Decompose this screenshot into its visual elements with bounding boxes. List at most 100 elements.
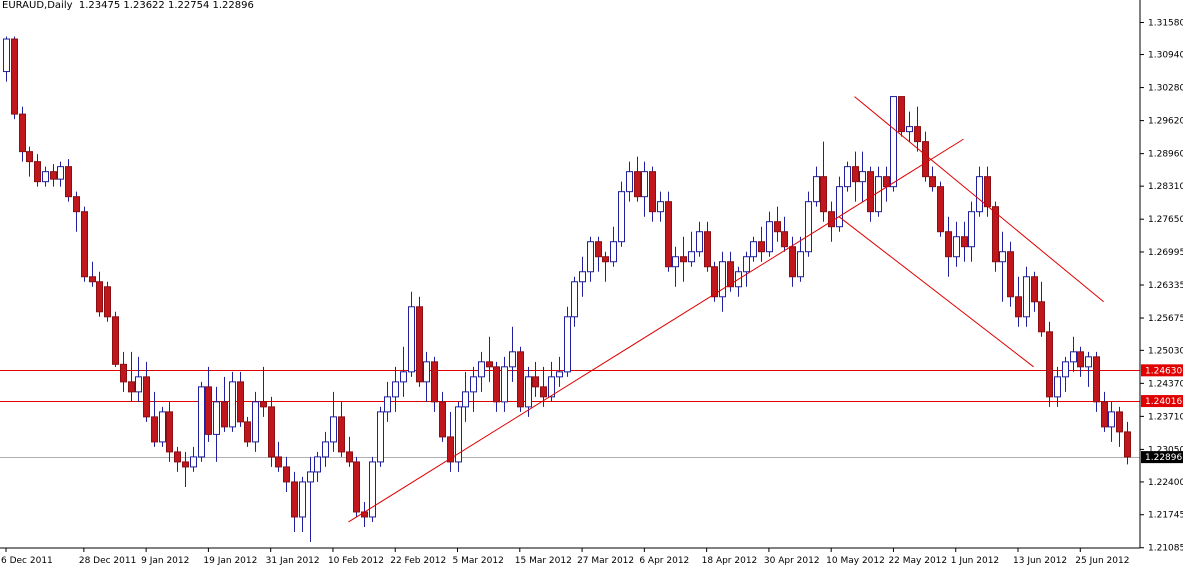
candle [431, 356, 438, 412]
bull-candle-body [455, 406, 462, 463]
candle [883, 166, 890, 202]
candle [1023, 266, 1030, 327]
candle [128, 351, 135, 402]
candle [252, 391, 259, 452]
bear-candle-body [128, 381, 135, 393]
bull-candle-body [587, 241, 594, 273]
bull-candle-body [999, 251, 1006, 263]
candle [1070, 336, 1077, 372]
bear-candle-body [758, 241, 765, 253]
candle [11, 36, 18, 120]
bear-candle-body [727, 261, 734, 288]
candle [914, 106, 921, 152]
bear-candle-body [81, 211, 88, 278]
bull-candle-body [423, 361, 430, 383]
bear-candle-body [237, 381, 244, 423]
bear-candle-body [914, 126, 921, 143]
candle [486, 336, 493, 382]
candle [237, 371, 244, 427]
bull-candle-body [564, 316, 571, 373]
bull-candle-body [836, 186, 843, 228]
level-price-label: 1.24016 [1145, 397, 1182, 407]
bull-candle-body [797, 251, 804, 278]
candle [104, 281, 111, 322]
bear-candle-body [1015, 296, 1022, 318]
candle [330, 391, 337, 452]
candle [813, 166, 820, 207]
bull-candle-body [696, 231, 703, 253]
candle [291, 471, 298, 532]
candle [1007, 241, 1014, 307]
time-tick-label: 19 Jan 2012 [203, 556, 257, 566]
candle [688, 231, 695, 267]
bull-candle-body [1108, 411, 1115, 428]
candle [190, 446, 197, 472]
candle [112, 311, 119, 367]
candle [346, 436, 353, 467]
time-tick-label: 18 Apr 2012 [702, 556, 758, 566]
candle [275, 441, 282, 472]
bear-candle-body [929, 176, 936, 188]
bear-candle-body [104, 286, 111, 318]
candle [501, 356, 508, 412]
bull-candle-body [610, 241, 617, 263]
price-tick-label: 1.29620 [1148, 117, 1183, 127]
candle [999, 231, 1006, 302]
candle [657, 191, 664, 222]
bull-candle-body [750, 241, 757, 258]
bear-candle-body [275, 456, 282, 468]
price-tick-label: 1.22400 [1148, 478, 1183, 488]
bull-candle-body [1054, 376, 1061, 398]
bull-candle-body [766, 221, 773, 253]
candle [618, 181, 625, 247]
candle [587, 236, 594, 282]
bear-candle-body [1046, 331, 1053, 398]
bull-candle-body [953, 236, 960, 258]
candle [805, 191, 812, 257]
candle [781, 216, 788, 252]
candle [260, 366, 267, 417]
bear-candle-body [174, 451, 181, 463]
candle [159, 406, 166, 447]
candle [416, 296, 423, 387]
candle [727, 251, 734, 292]
candle [19, 106, 26, 162]
bull-candle-body [377, 411, 384, 463]
candle [470, 366, 477, 412]
candle [213, 386, 220, 462]
candle [556, 356, 563, 387]
bear-candle-body [89, 276, 96, 283]
candle [1116, 406, 1123, 447]
candle [711, 261, 718, 302]
level-price-label: 1.24630 [1145, 366, 1182, 376]
candle [595, 236, 602, 272]
current-price-box [1141, 451, 1183, 464]
bull-candle-body [57, 166, 64, 180]
bear-candle-body [1007, 251, 1014, 298]
bear-candle-body [945, 231, 952, 258]
time-tick-label: 27 Mar 2012 [577, 556, 634, 566]
time-tick-label: 28 Dec 2011 [79, 556, 137, 566]
candle [852, 151, 859, 202]
price-axis: 1.31580 1.30940 1.30280 1.29620 1.28960 1.283… [1139, 0, 1183, 554]
candle [766, 211, 773, 257]
bear-candle-body [151, 416, 158, 443]
candles [3, 36, 1131, 542]
bull-candle-body [1085, 356, 1092, 368]
bull-candle-body [626, 171, 633, 193]
time-tick-label: 13 Jun 2012 [1013, 556, 1067, 566]
candle [369, 456, 376, 522]
bull-candle-body [1062, 361, 1069, 378]
candle [1038, 281, 1045, 337]
candle [532, 361, 539, 397]
bear-candle-body [338, 416, 345, 453]
candle [166, 401, 173, 462]
price-tick-label: 1.23050 [1148, 445, 1183, 455]
candle [229, 371, 236, 432]
price-tick-label: 1.21745 [1148, 511, 1183, 521]
candle [844, 161, 851, 192]
candle [564, 306, 571, 377]
bear-candle-body [704, 231, 711, 268]
